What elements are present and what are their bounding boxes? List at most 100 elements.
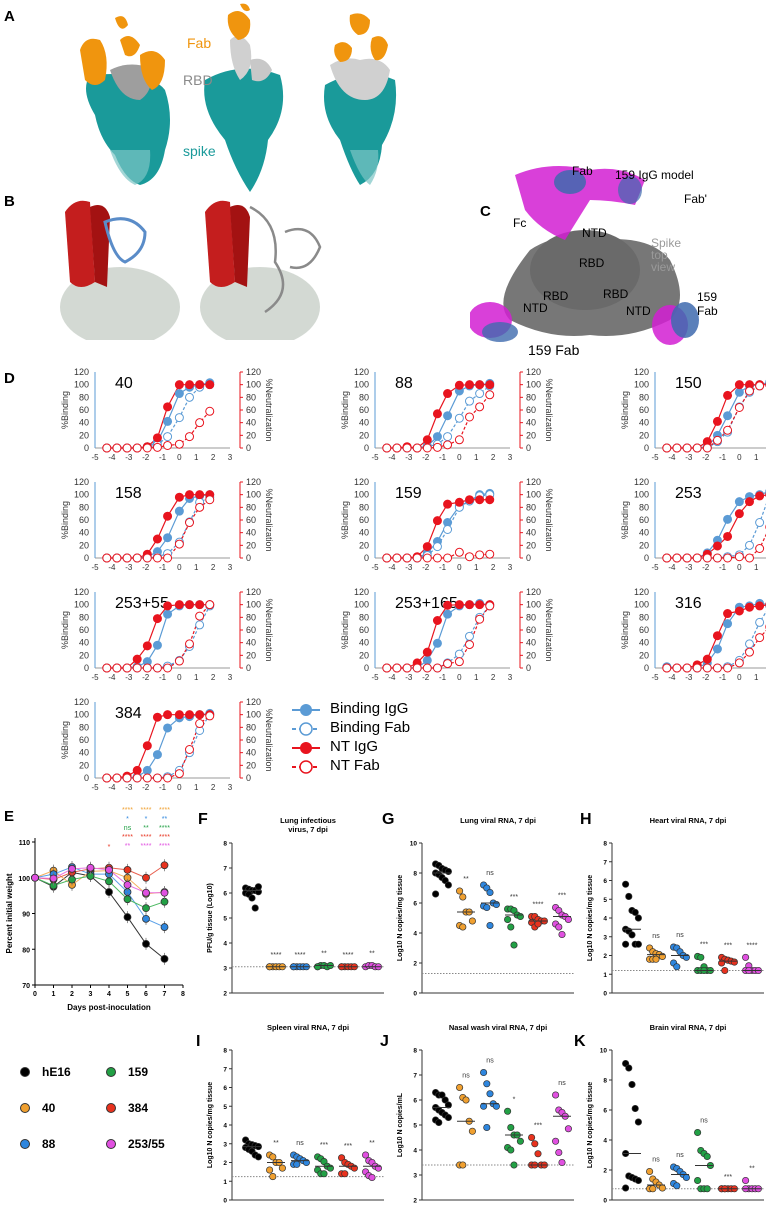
- svg-text:-3: -3: [125, 453, 133, 462]
- svg-text:****: ****: [141, 834, 152, 841]
- svg-text:-1: -1: [439, 563, 447, 572]
- svg-text:%Binding: %Binding: [60, 391, 70, 429]
- neutralization-chart-253: 002020404060608080100100120120-5-4-3-2-1…: [580, 465, 766, 577]
- group-label: hE16: [42, 1065, 71, 1079]
- svg-text:0: 0: [364, 553, 369, 563]
- svg-text:2: 2: [211, 783, 216, 792]
- svg-text:-3: -3: [125, 783, 133, 792]
- group-dot-icon: [106, 1067, 116, 1077]
- svg-text:**: **: [321, 951, 327, 958]
- svg-text:20: 20: [79, 540, 89, 550]
- svg-text:%Binding: %Binding: [340, 611, 350, 649]
- svg-text:3: 3: [508, 673, 513, 682]
- svg-text:60: 60: [639, 515, 649, 525]
- svg-text:-1: -1: [159, 783, 167, 792]
- label-c-ntd-top: NTD: [582, 226, 607, 240]
- svg-text:120: 120: [246, 477, 261, 487]
- svg-text:60: 60: [246, 405, 256, 415]
- svg-text:100: 100: [354, 600, 369, 610]
- svg-text:120: 120: [634, 367, 649, 377]
- group-legend-item: 40: [20, 1101, 55, 1115]
- svg-text:****: ****: [533, 902, 544, 909]
- svg-text:0: 0: [364, 663, 369, 673]
- label-fab: Fab: [187, 35, 211, 51]
- svg-text:ns: ns: [558, 1080, 566, 1087]
- svg-text:ns: ns: [676, 932, 684, 939]
- svg-text:100: 100: [634, 600, 649, 610]
- svg-text:Lung infectious: Lung infectious: [280, 816, 336, 825]
- svg-text:Days post-inoculation: Days post-inoculation: [67, 1003, 151, 1012]
- svg-text:1: 1: [754, 563, 759, 572]
- svg-text:***: ***: [700, 941, 708, 948]
- svg-text:5: 5: [223, 1104, 227, 1111]
- svg-text:120: 120: [526, 587, 541, 597]
- svg-text:100: 100: [634, 490, 649, 500]
- svg-text:60: 60: [359, 625, 369, 635]
- svg-text:80: 80: [79, 612, 89, 622]
- svg-text:4: 4: [603, 916, 607, 923]
- group-label: 159: [128, 1065, 148, 1079]
- svg-text:10: 10: [410, 841, 418, 848]
- svg-text:-5: -5: [371, 563, 379, 572]
- svg-text:G: G: [382, 811, 394, 828]
- svg-text:-4: -4: [668, 673, 676, 682]
- svg-text:0: 0: [84, 773, 89, 783]
- svg-text:-2: -2: [702, 453, 710, 462]
- svg-text:100: 100: [74, 710, 89, 720]
- svg-text:%Binding: %Binding: [60, 611, 70, 649]
- svg-text:-5: -5: [371, 673, 379, 682]
- svg-text:%Binding: %Binding: [620, 391, 630, 429]
- svg-text:virus, 7 dpi: virus, 7 dpi: [288, 825, 328, 834]
- svg-text:**: **: [125, 843, 131, 850]
- label-c-ntd-right: NTD: [626, 304, 651, 318]
- svg-text:***: ***: [724, 942, 732, 949]
- svg-text:60: 60: [526, 515, 536, 525]
- svg-text:20: 20: [359, 540, 369, 550]
- svg-text:40: 40: [639, 638, 649, 648]
- svg-text:0: 0: [84, 663, 89, 673]
- panel-letter-a: A: [4, 8, 15, 25]
- svg-text:80: 80: [359, 502, 369, 512]
- svg-text:*: *: [145, 816, 148, 823]
- label-c-fab-prime: Fab': [684, 192, 707, 206]
- svg-text:120: 120: [354, 367, 369, 377]
- svg-text:1: 1: [52, 991, 56, 998]
- panel-d-legend: Binding IgG Binding Fab NT IgG NT Fab: [290, 700, 490, 785]
- svg-text:20: 20: [246, 650, 256, 660]
- svg-text:20: 20: [246, 760, 256, 770]
- svg-text:H: H: [580, 811, 592, 828]
- label-c-fab-right: 159 Fab: [697, 290, 718, 318]
- svg-text:120: 120: [74, 367, 89, 377]
- svg-text:120: 120: [354, 587, 369, 597]
- svg-text:40: 40: [246, 528, 256, 538]
- svg-text:120: 120: [74, 697, 89, 707]
- svg-text:3: 3: [603, 934, 607, 941]
- svg-text:150: 150: [675, 375, 702, 392]
- svg-text:Brain viral RNA, 7 dpi: Brain viral RNA, 7 dpi: [650, 1023, 727, 1032]
- svg-text:%Binding: %Binding: [340, 501, 350, 539]
- svg-text:20: 20: [246, 430, 256, 440]
- svg-text:0: 0: [177, 673, 182, 682]
- label-c-fc: Fc: [513, 216, 526, 230]
- svg-text:80: 80: [246, 612, 256, 622]
- svg-text:20: 20: [639, 540, 649, 550]
- svg-text:-2: -2: [142, 453, 150, 462]
- panel-letter-b: B: [4, 193, 15, 210]
- svg-text:1: 1: [474, 673, 479, 682]
- svg-text:40: 40: [359, 638, 369, 648]
- group-legend-item: 253/55: [106, 1137, 165, 1151]
- svg-text:%Binding: %Binding: [340, 391, 350, 429]
- svg-text:40: 40: [79, 418, 89, 428]
- svg-text:120: 120: [74, 587, 89, 597]
- svg-text:0: 0: [246, 443, 251, 453]
- svg-text:-5: -5: [651, 453, 659, 462]
- svg-text:-3: -3: [685, 673, 693, 682]
- svg-text:40: 40: [115, 375, 133, 392]
- svg-text:8: 8: [223, 841, 227, 848]
- legend-binding-fab-icon: [292, 723, 320, 735]
- svg-text:-4: -4: [108, 783, 116, 792]
